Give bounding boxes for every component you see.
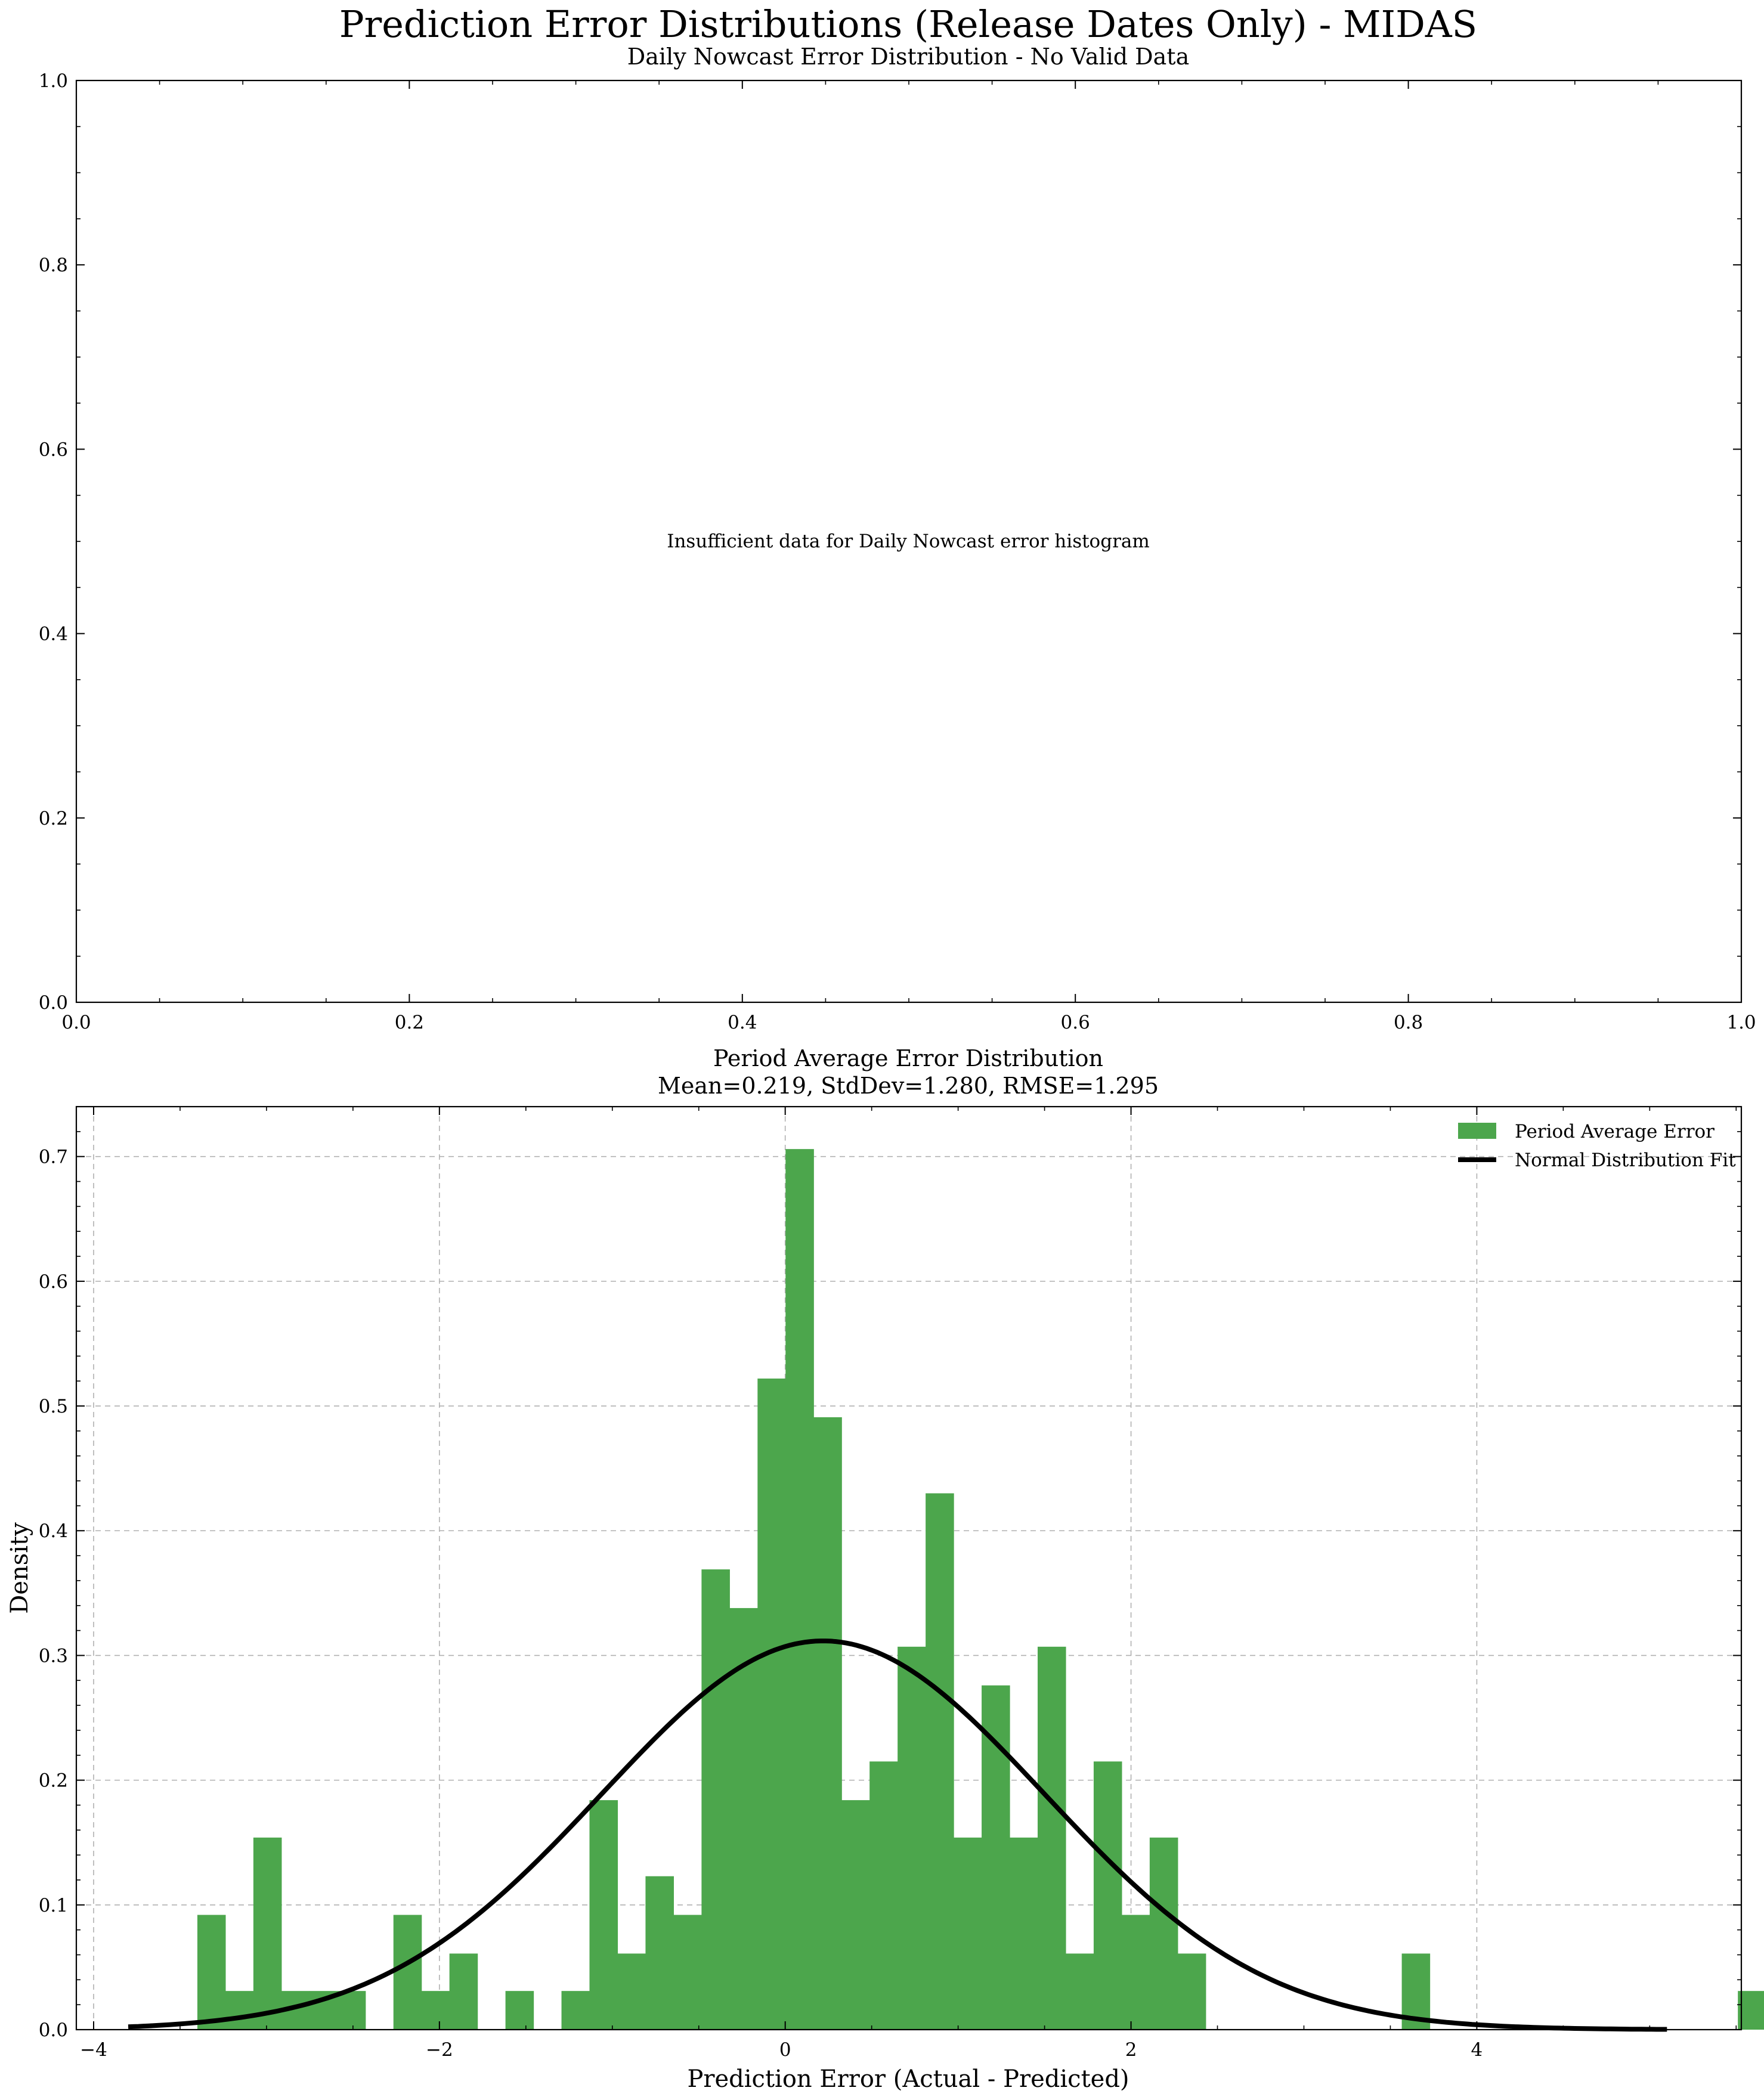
y-tick-label: 0.0 — [39, 2020, 68, 2041]
top-x-tick-label: 0.2 — [395, 1012, 424, 1033]
histogram-bar — [1149, 1837, 1178, 2030]
histogram-bar — [505, 1991, 534, 2030]
x-tick-label: −4 — [80, 2039, 107, 2061]
top-y-tick-label: 1.0 — [39, 70, 68, 92]
histogram-bar — [729, 1607, 758, 2030]
top-y-tick-label: 0.2 — [39, 808, 68, 829]
histogram-bar — [393, 1915, 422, 2030]
histogram-bar — [701, 1569, 730, 2030]
y-tick-label: 0.6 — [39, 1271, 68, 1293]
x-tick-label: 0 — [779, 2039, 791, 2061]
histogram-bar — [197, 1915, 226, 2030]
y-tick-label: 0.3 — [39, 1645, 68, 1667]
histogram-bar — [253, 1837, 282, 2030]
top-chart: Daily Nowcast Error Distribution - No Va… — [39, 44, 1756, 1033]
x-tick-label: 4 — [1471, 2039, 1483, 2061]
histogram-bar — [1738, 1991, 1764, 2030]
no-data-message: Insufficient data for Daily Nowcast erro… — [667, 531, 1150, 552]
histogram-bar — [1010, 1837, 1038, 2030]
y-tick-label: 0.2 — [39, 1770, 68, 1792]
histogram-bar — [645, 1876, 674, 2030]
normal-fit-curve — [128, 1639, 1667, 2032]
histogram-bar — [589, 1800, 618, 2030]
histogram-bar — [841, 1800, 870, 2030]
top-x-tick-label: 0.0 — [61, 1012, 91, 1033]
top-y-tick-label: 0.4 — [39, 624, 68, 645]
histogram-bar — [1065, 1953, 1094, 2030]
bottom-chart: Period Average Error Distribution Mean=0… — [6, 1045, 1764, 2093]
y-tick-label: 0.7 — [39, 1147, 68, 1168]
histogram-bar — [757, 1379, 786, 2030]
histogram-bar — [449, 1953, 478, 2030]
x-tick-label: 2 — [1125, 2039, 1137, 2061]
top-x-tick-label: 0.4 — [728, 1012, 757, 1033]
top-y-tick-label: 0.8 — [39, 255, 68, 276]
legend-swatch-histogram — [1458, 1123, 1496, 1139]
histogram-bar — [869, 1761, 898, 2030]
bottom-chart-title: Period Average Error Distribution — [713, 1045, 1103, 1071]
bottom-chart-subtitle: Mean=0.219, StdDev=1.280, RMSE=1.295 — [658, 1073, 1159, 1099]
histogram-bar — [954, 1837, 982, 2030]
histogram-bar — [421, 1991, 450, 2030]
y-tick-label: 0.1 — [39, 1895, 68, 1916]
histogram-bar — [1037, 1646, 1066, 2030]
top-x-tick-label: 0.8 — [1394, 1012, 1423, 1033]
top-axes-frame — [75, 79, 1743, 1003]
histogram-bar — [785, 1149, 814, 2030]
histogram-bar — [617, 1953, 646, 2030]
x-tick-label: −2 — [426, 2039, 453, 2061]
top-y-tick-label: 0.6 — [39, 439, 68, 460]
legend-label-fit: Normal Distribution Fit — [1515, 1150, 1736, 1171]
histogram-bar — [225, 1991, 254, 2030]
legend: Period Average Error Normal Distribution… — [1458, 1121, 1736, 1171]
top-y-tick-label: 0.0 — [39, 992, 68, 1014]
top-x-tick-label: 1.0 — [1726, 1012, 1756, 1033]
x-axis-label: Prediction Error (Actual - Predicted) — [687, 2065, 1129, 2093]
top-x-tick-label: 0.6 — [1061, 1012, 1090, 1033]
y-axis-label: Density — [6, 1522, 33, 1614]
y-tick-label: 0.5 — [39, 1396, 68, 1417]
histogram-bar — [813, 1417, 842, 2030]
histogram-bar — [561, 1991, 590, 2030]
histogram-bar — [1177, 1953, 1206, 2030]
legend-label-histogram: Period Average Error — [1515, 1121, 1715, 1142]
histogram-bar — [1121, 1915, 1150, 2030]
histogram-bar — [982, 1685, 1010, 2030]
histogram-bar — [673, 1915, 702, 2030]
histogram-bar — [926, 1493, 954, 2030]
bottom-axes-frame — [75, 1105, 1743, 2031]
histogram-bar — [1093, 1761, 1122, 2030]
histogram-bar — [337, 1991, 366, 2030]
figure-suptitle: Prediction Error Distributions (Release … — [339, 2, 1477, 46]
histogram-bar — [898, 1646, 926, 2030]
y-tick-label: 0.4 — [39, 1520, 68, 1542]
top-chart-title: Daily Nowcast Error Distribution - No Va… — [627, 44, 1189, 70]
top-plot-area — [76, 80, 1741, 1002]
